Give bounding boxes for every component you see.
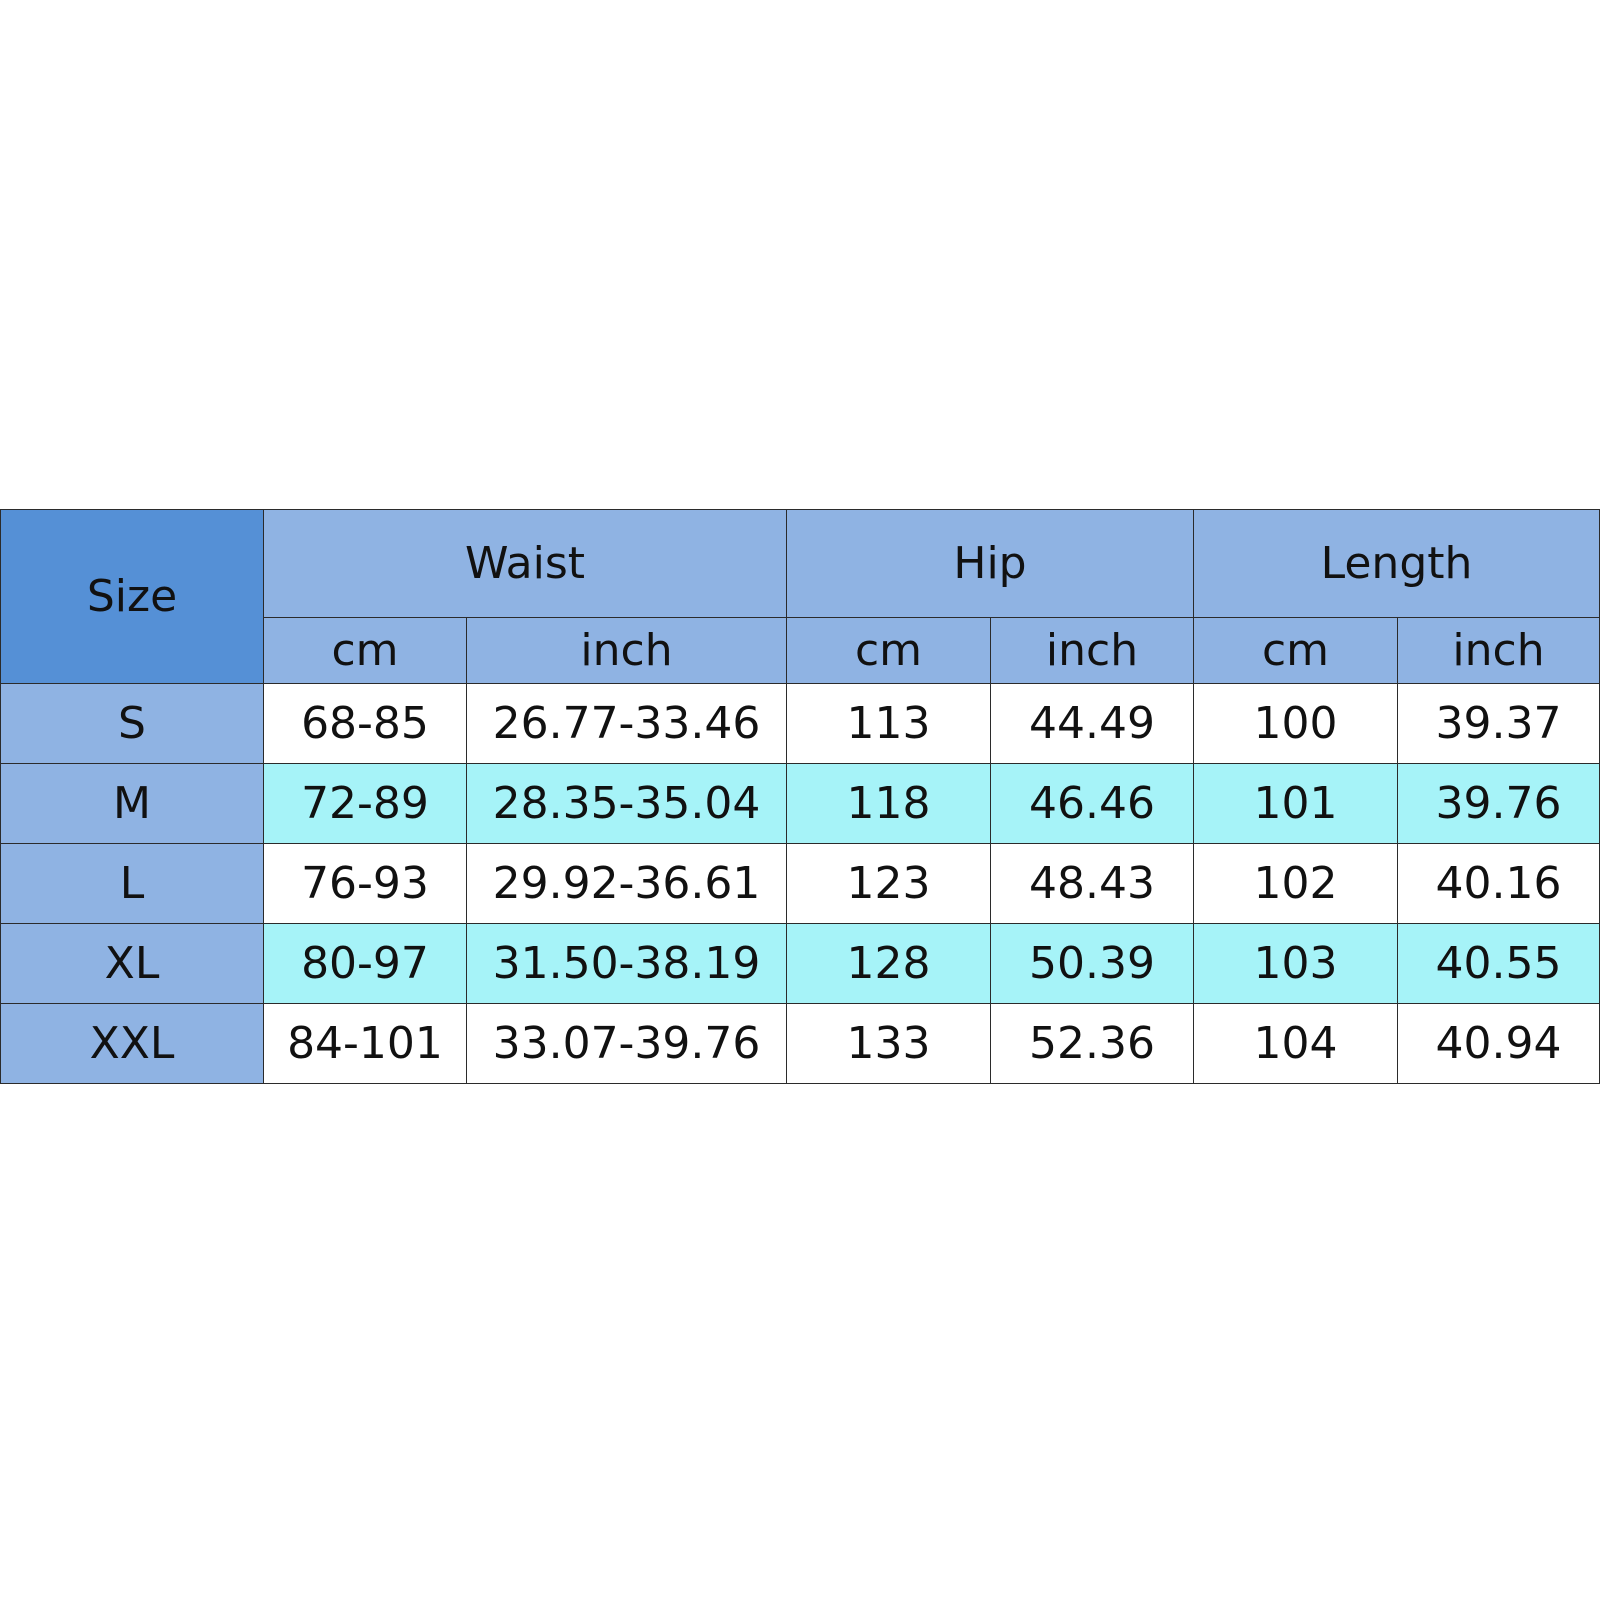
length-inch-cell: 39.76	[1396, 763, 1600, 844]
length-inch-cell: 39.37	[1396, 683, 1600, 764]
waist-cm-cell: 68-85	[263, 683, 467, 764]
waist-inch-header: inch	[466, 617, 787, 684]
length-inch-cell: 40.55	[1396, 923, 1600, 1004]
table-row: M 72-89 28.35-35.04 118 46.46 101 39.76	[0, 763, 1600, 844]
hip-cm-cell: 123	[786, 843, 991, 924]
length-header: Length	[1192, 509, 1600, 618]
hip-header: Hip	[786, 509, 1194, 618]
group-header-row: Size Waist Hip Length	[0, 509, 1600, 684]
length-inch-header: inch	[1396, 617, 1600, 684]
size-cell: M	[0, 763, 264, 844]
waist-inch-cell: 33.07-39.76	[466, 1003, 787, 1084]
size-cell: XL	[0, 923, 264, 1004]
size-chart-table: Size Waist Hip Length cm inch cm inch cm…	[0, 509, 1600, 1084]
length-inch-cell: 40.94	[1396, 1003, 1600, 1084]
size-cell: L	[0, 843, 264, 924]
length-cm-header: cm	[1193, 617, 1398, 684]
hip-inch-header: inch	[990, 617, 1194, 684]
table-row: S 68-85 26.77-33.46 113 44.49 100 39.37	[0, 683, 1600, 764]
table-row: XL 80-97 31.50-38.19 128 50.39 103 40.55	[0, 923, 1600, 1004]
waist-cm-cell: 72-89	[263, 763, 467, 844]
hip-cm-cell: 128	[786, 923, 991, 1004]
hip-inch-cell: 44.49	[990, 683, 1194, 764]
table-row: XXL 84-101 33.07-39.76 133 52.36 104 40.…	[0, 1003, 1600, 1084]
length-inch-cell: 40.16	[1396, 843, 1600, 924]
hip-cm-cell: 133	[786, 1003, 991, 1084]
waist-inch-cell: 28.35-35.04	[466, 763, 787, 844]
hip-inch-cell: 50.39	[990, 923, 1194, 1004]
hip-cm-header: cm	[786, 617, 991, 684]
length-cm-cell: 103	[1193, 923, 1398, 1004]
hip-inch-cell: 52.36	[990, 1003, 1194, 1084]
length-cm-cell: 100	[1193, 683, 1398, 764]
length-cm-cell: 102	[1193, 843, 1398, 924]
waist-cm-header: cm	[263, 617, 467, 684]
size-header: Size	[0, 509, 264, 684]
hip-inch-cell: 48.43	[990, 843, 1194, 924]
size-cell: XXL	[0, 1003, 264, 1084]
waist-cm-cell: 84-101	[263, 1003, 467, 1084]
hip-cm-cell: 118	[786, 763, 991, 844]
length-cm-cell: 101	[1193, 763, 1398, 844]
size-cell: S	[0, 683, 264, 764]
waist-inch-cell: 31.50-38.19	[466, 923, 787, 1004]
waist-cm-cell: 80-97	[263, 923, 467, 1004]
length-cm-cell: 104	[1193, 1003, 1398, 1084]
hip-inch-cell: 46.46	[990, 763, 1194, 844]
waist-inch-cell: 26.77-33.46	[466, 683, 787, 764]
waist-header: Waist	[263, 509, 787, 618]
table-row: L 76-93 29.92-36.61 123 48.43 102 40.16	[0, 843, 1600, 924]
waist-cm-cell: 76-93	[263, 843, 467, 924]
hip-cm-cell: 113	[786, 683, 991, 764]
unit-header-row: cm inch cm inch cm inch	[1, 617, 1600, 684]
waist-inch-cell: 29.92-36.61	[466, 843, 787, 924]
